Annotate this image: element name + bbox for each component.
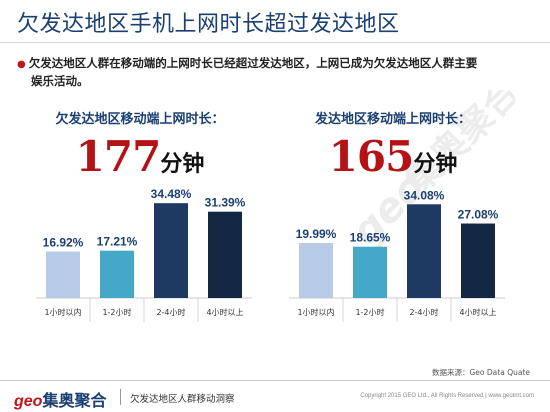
logo-chinese: 集奥聚合 xyxy=(42,391,107,410)
footer-caption: 欠发达地区人群移动洞察 xyxy=(130,394,235,405)
bar-value-label: 34.48% xyxy=(151,187,192,201)
bar-1 xyxy=(299,243,333,298)
bar-3 xyxy=(154,203,188,298)
bar-2 xyxy=(353,246,387,298)
bar-4 xyxy=(208,211,242,298)
bar-value-label: 18.65% xyxy=(350,231,391,245)
bar-value-label: 19.99% xyxy=(296,227,337,241)
bar-value-label: 27.08% xyxy=(458,208,499,222)
category-label: 1-2小时 xyxy=(102,307,131,317)
summary-text-1: 欠发达地区人群在移动端的上网时长已经超过发达地区，上网已成为欠发达地区人群主要 xyxy=(28,56,478,70)
data-source: 数据来源：Geo Data Quate xyxy=(432,368,530,377)
footer: geo集奥聚合 欠发达地区人群移动洞察 Copyright 2015 GEO L… xyxy=(0,382,550,412)
panel-title: 发达地区移动端上网时长： xyxy=(314,112,471,127)
panel-underdeveloped: 欠发达地区移动端上网时长： 177分钟 16.92% 1小时以内 17.21% 1-2… xyxy=(30,108,270,328)
bar-1 xyxy=(46,251,80,298)
bar-3 xyxy=(407,204,441,298)
total-duration: 177分钟 xyxy=(30,132,250,181)
duration-value: 165 xyxy=(328,132,415,181)
summary-line-1: ● 欠发达地区人群在移动端的上网时长已经超过发达地区，上网已成为欠发达地区人群主要 xyxy=(17,55,537,73)
bar-value-label: 17.21% xyxy=(97,235,138,249)
bar-2 xyxy=(100,250,134,298)
duration-unit: 分钟 xyxy=(413,152,458,177)
copyright-text: Copyright 2015 GEO Ltd., All Rights Rese… xyxy=(360,393,534,399)
bar-value-label: 16.92% xyxy=(43,235,84,249)
duration-bar-chart: 19.99% 1小时以内 18.65% 1-2小时 34.08% 2-4小时 27.08% 4… xyxy=(283,160,523,328)
panel-developed: 发达地区移动端上网时长： 165分钟 19.99% 1小时以内 18.65% 1-2小… xyxy=(283,108,523,328)
bar-chart-svg: 16.92% 1小时以内 17.21% 1-2小时 34.48% 2-4小时 31.39% 4… xyxy=(36,187,252,322)
duration-bar-chart: 16.92% 1小时以内 17.21% 1-2小时 34.48% 2-4小时 31.39% 4… xyxy=(30,160,270,328)
page-title: 欠发达地区手机上网时长超过发达地区 xyxy=(17,12,400,37)
category-label: 4小时以上 xyxy=(206,307,243,317)
footer-divider-line xyxy=(0,380,550,381)
summary-bullet: ● 欠发达地区人群在移动端的上网时长已经超过发达地区，上网已成为欠发达地区人群主要… xyxy=(17,55,537,89)
category-label: 2-4小时 xyxy=(156,307,185,317)
bullet-dot-icon: ● xyxy=(17,59,26,70)
bar-value-label: 31.39% xyxy=(205,196,246,210)
footer-separator xyxy=(120,389,121,405)
brand-logo: geo集奥聚合 xyxy=(14,387,106,411)
category-label: 1-2小时 xyxy=(355,307,384,317)
duration-unit: 分钟 xyxy=(160,152,205,177)
logo-geo: geo xyxy=(14,393,43,410)
duration-value: 177 xyxy=(75,132,162,181)
bar-chart-svg: 19.99% 1小时以内 18.65% 1-2小时 34.08% 2-4小时 27.08% 4… xyxy=(289,188,505,322)
category-label: 1小时以内 xyxy=(44,307,81,317)
category-label: 1小时以内 xyxy=(297,307,334,317)
bar-value-label: 34.08% xyxy=(404,188,445,202)
summary-text-2: 娱乐活动。 xyxy=(31,74,89,88)
category-label: 4小时以上 xyxy=(459,307,496,317)
panel-title: 欠发达地区移动端上网时长： xyxy=(55,112,225,127)
category-label: 2-4小时 xyxy=(409,307,438,317)
total-duration: 165分钟 xyxy=(283,132,503,181)
bar-4 xyxy=(461,223,495,298)
title-divider xyxy=(0,42,550,43)
